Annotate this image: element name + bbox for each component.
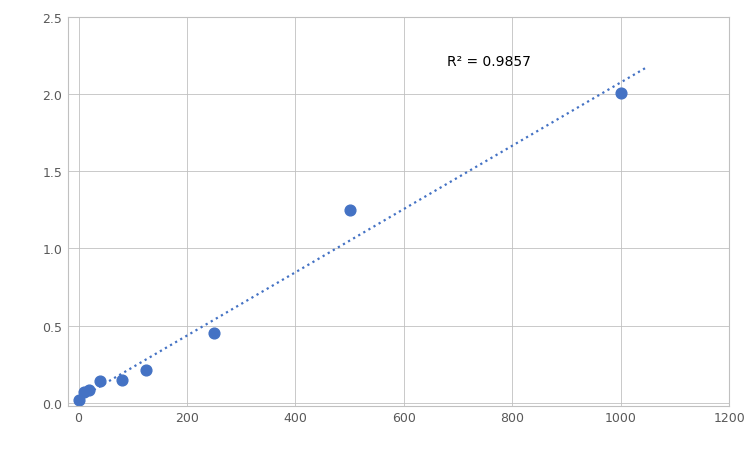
Point (141, 367, 153, 374)
Point (116, 376, 128, 383)
Point (78, 388, 90, 396)
Text: R² = 0.9857: R² = 0.9857 (447, 55, 531, 69)
Point (615, 90, 627, 97)
Point (83, 387, 96, 394)
Point (344, 207, 356, 214)
Point (72, 396, 84, 403)
Point (94, 377, 106, 385)
Point (208, 330, 220, 337)
